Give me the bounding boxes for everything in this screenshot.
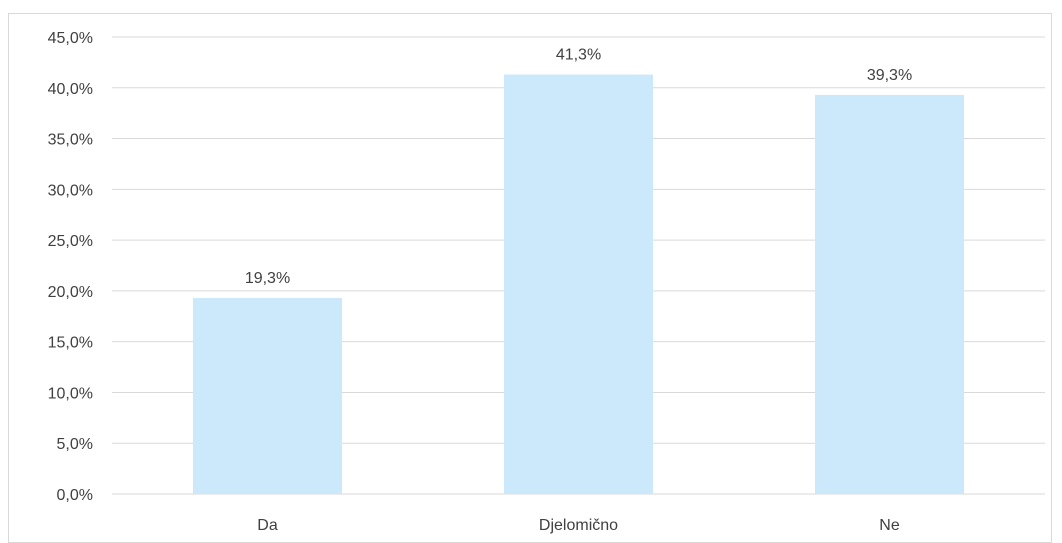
x-tick-label: Ne [879,517,900,534]
bar-1 [193,297,342,494]
y-tick-label: 20,0% [48,284,93,301]
x-axis-ticks: Da Djelomično Ne [257,517,900,534]
y-tick-label: 35,0% [48,132,93,149]
y-axis-ticks: 0,0% 5,0% 10,0% 15,0% 20,0% 25,0% 30,0% 35,0% 40… [48,30,93,504]
x-tick-label: Djelomično [539,517,618,534]
bar-3 [815,94,964,495]
x-tick-label: Da [257,517,278,534]
y-tick-label: 45,0% [48,30,93,47]
bar-2 [504,74,653,494]
data-label: 41,3% [556,47,601,64]
y-tick-label: 10,0% [48,385,93,402]
data-label: 39,3% [867,67,912,84]
y-tick-label: 0,0% [57,487,93,504]
data-labels: 19,3% 41,3% 39,3% [245,47,912,287]
y-tick-label: 30,0% [48,182,93,199]
y-tick-label: 25,0% [48,233,93,250]
data-label: 19,3% [245,270,290,287]
y-tick-label: 15,0% [48,335,93,352]
y-tick-label: 5,0% [57,436,93,453]
bars [193,74,964,495]
y-tick-label: 40,0% [48,81,93,98]
